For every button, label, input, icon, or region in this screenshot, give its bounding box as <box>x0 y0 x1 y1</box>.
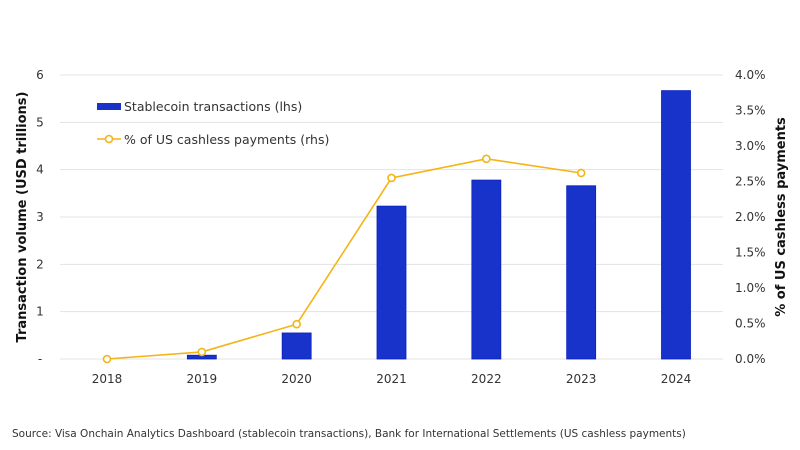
bar-2022 <box>471 179 502 360</box>
y2-tick-label: 0.5% <box>735 317 766 331</box>
line-series <box>106 157 582 360</box>
x-tick-label: 2022 <box>471 372 502 386</box>
y-tick-label: 4 <box>36 163 44 177</box>
legend-bar-swatch <box>97 103 121 110</box>
y-tick-label: 1 <box>36 305 44 319</box>
y2-axis-title: % of US cashless payments <box>774 117 789 317</box>
y2-tick-label: 2.5% <box>735 175 766 189</box>
line-point-2020 <box>292 319 301 329</box>
line-point-2022 <box>482 154 491 164</box>
y-tick-label: 2 <box>36 257 44 271</box>
legend: Stablecoin transactions (lhs) % of US ca… <box>97 99 329 147</box>
line-point-2023 <box>576 168 586 178</box>
legend-bar-label: Stablecoin transactions (lhs) <box>124 99 302 114</box>
legend-line-label: % of US cashless payments (rhs) <box>124 132 329 147</box>
source-note: Source: Visa Onchain Analytics Dashboard… <box>12 428 686 440</box>
y-tick-label: - <box>38 352 42 366</box>
y2-tick-label: 1.5% <box>735 246 766 260</box>
y-tick-label: 6 <box>36 68 44 82</box>
bar-2024 <box>661 90 691 360</box>
line-point-2019 <box>197 347 207 357</box>
y2-tick-label: 2.0% <box>735 210 766 224</box>
x-tick-label: 2021 <box>376 372 407 386</box>
line-point-2021 <box>387 173 396 183</box>
x-tick-label: 2023 <box>566 372 597 386</box>
legend-line-marker <box>104 134 114 144</box>
y2-tick-label: 3.0% <box>735 139 766 153</box>
bar-2020 <box>281 332 312 360</box>
y-tick-label: 5 <box>36 115 44 129</box>
y-axis-title: Transaction volume (USD trillions) <box>15 92 30 343</box>
x-tick-label: 2018 <box>92 372 123 386</box>
y2-tick-label: 0.0% <box>735 352 766 366</box>
y2-tick-label: 3.5% <box>735 104 766 118</box>
line-point-2018 <box>102 354 112 364</box>
bar-2021 <box>376 205 407 360</box>
x-tick-label: 2019 <box>187 372 218 386</box>
x-tick-label: 2024 <box>661 372 692 386</box>
y-tick-label: 3 <box>36 210 44 224</box>
y2-tick-label: 4.0% <box>735 68 766 82</box>
y2-tick-label: 1.0% <box>735 281 766 295</box>
x-tick-label: 2020 <box>281 372 312 386</box>
bar-2023 <box>566 185 597 360</box>
